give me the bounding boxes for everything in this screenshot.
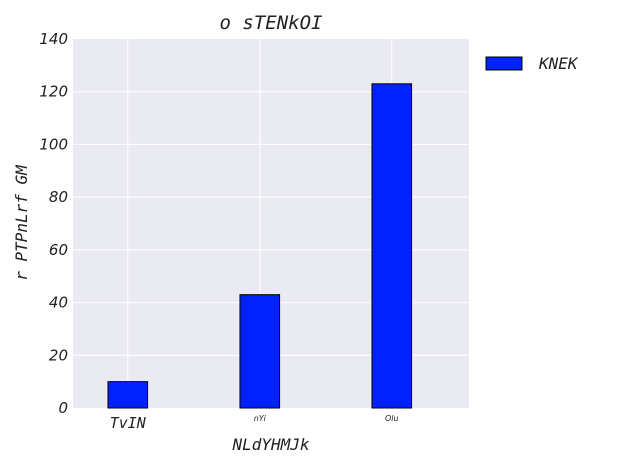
x-axis-label: NLdYHMJk — [231, 435, 309, 454]
bar-tvin — [107, 381, 149, 409]
y-axis-label: r PTPnLrf GM — [12, 164, 31, 281]
y-tick-label: 0 — [58, 399, 68, 417]
bar-olu — [371, 83, 413, 409]
y-tick-label: 140 — [39, 30, 68, 48]
legend-label: KNEK — [538, 54, 579, 73]
bar-nyi — [239, 294, 281, 409]
y-tick-label: 60 — [49, 241, 68, 259]
y-tick-label: 100 — [39, 135, 68, 153]
y-tick-labels: 0 20 40 60 80 100 120 140 — [39, 30, 68, 417]
x-tick-label: TvIN — [110, 414, 147, 432]
chart-title: o sTENkOI — [220, 12, 323, 34]
legend-swatch — [485, 56, 523, 71]
y-tick-label: 120 — [39, 83, 68, 101]
y-tick-label: 80 — [49, 188, 68, 206]
y-tick-label: 40 — [49, 294, 68, 312]
bars — [107, 83, 413, 409]
x-tick-label: Olu — [385, 414, 399, 423]
y-tick-label: 20 — [49, 346, 68, 364]
legend: KNEK — [485, 54, 579, 73]
x-tick-label: nYi — [254, 414, 267, 423]
x-tick-labels: TvIN nYi Olu — [110, 414, 399, 432]
